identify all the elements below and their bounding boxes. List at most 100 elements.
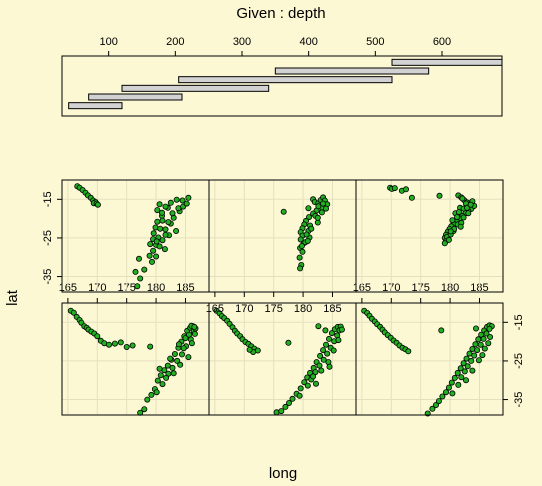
data-point [298, 242, 305, 249]
data-point [94, 333, 101, 340]
data-point [183, 200, 190, 207]
data-point [461, 368, 468, 375]
data-point [457, 223, 464, 230]
given-tick-label: 200 [166, 36, 184, 48]
data-point [472, 341, 479, 348]
data-point [169, 210, 176, 217]
data-point [159, 381, 166, 388]
data-point [324, 350, 331, 357]
data-point [179, 197, 186, 204]
data-point [432, 401, 439, 408]
data-point [180, 345, 187, 352]
data-point [161, 246, 168, 253]
data-point [164, 362, 171, 369]
data-point [402, 186, 409, 193]
data-point [147, 241, 154, 248]
data-point [454, 369, 461, 376]
data-point [70, 309, 77, 316]
data-point [459, 195, 466, 202]
data-point [438, 327, 445, 334]
data-point [144, 396, 151, 403]
data-point [451, 374, 458, 381]
data-point [435, 398, 442, 405]
data-point [285, 339, 292, 346]
x-tick-label: 165 [206, 303, 224, 315]
scatter-panel [208, 302, 357, 416]
data-point [315, 323, 322, 330]
data-point [185, 331, 192, 338]
data-point [169, 364, 176, 371]
y-tick-label: -35 [513, 392, 525, 408]
data-point [322, 341, 329, 348]
data-point [158, 209, 165, 216]
data-point [312, 380, 319, 387]
panel-background [209, 303, 356, 415]
data-point [185, 354, 192, 361]
given-interval-bar [274, 67, 430, 75]
data-point [468, 357, 475, 364]
y-tick-label: -15 [42, 191, 54, 207]
scatter-panel [355, 179, 504, 293]
data-point [246, 346, 253, 353]
data-point [165, 219, 172, 226]
data-point [285, 399, 292, 406]
data-point [460, 360, 467, 367]
given-interval-bar [121, 84, 270, 92]
data-point [111, 340, 118, 347]
data-point [303, 231, 310, 238]
data-point [175, 205, 182, 212]
data-point [441, 240, 448, 247]
data-point [299, 248, 306, 255]
data-point [316, 362, 323, 369]
data-point [442, 389, 449, 396]
scatter-panel: 165 170 175 180 185 [59, 282, 210, 416]
data-point [177, 361, 184, 368]
data-point [304, 237, 311, 244]
data-point [463, 355, 470, 362]
panel-frame [208, 179, 357, 293]
data-point [153, 389, 160, 396]
data-point [472, 325, 479, 332]
data-point [447, 228, 454, 235]
scatter-panel: -15 -25 -35 [42, 179, 210, 293]
data-point [289, 395, 296, 402]
data-point [297, 236, 304, 243]
data-point [188, 340, 195, 347]
data-point [326, 363, 333, 370]
scatter-panel: 165 170 175 180 185 [206, 179, 357, 315]
data-point [156, 365, 163, 372]
data-point [314, 214, 321, 221]
data-point [182, 335, 189, 342]
panel-frame [208, 302, 357, 416]
data-point [308, 225, 315, 232]
data-point [479, 352, 486, 359]
data-point [320, 347, 327, 354]
data-point [148, 391, 155, 398]
given-panel: 100 200 300 400 500 600 [61, 36, 503, 117]
data-point [436, 192, 443, 199]
data-point [156, 201, 163, 208]
x-tick-label: 170 [235, 303, 253, 315]
data-point [154, 218, 161, 225]
data-point [454, 214, 461, 221]
data-point [162, 203, 169, 210]
data-point [322, 205, 329, 212]
given-panel-frame [61, 55, 503, 117]
data-point [278, 408, 285, 415]
panel-background [209, 180, 356, 292]
data-point [469, 367, 476, 374]
data-point [310, 373, 317, 380]
data-point [185, 194, 192, 201]
given-tick-label: 500 [366, 36, 384, 48]
data-point [317, 352, 324, 359]
data-point [483, 330, 490, 337]
data-point [153, 238, 160, 245]
data-point [146, 252, 153, 259]
y-tick-label: -25 [42, 230, 54, 246]
data-point [455, 381, 462, 388]
given-title: Given : depth [236, 5, 325, 22]
data-point [330, 347, 337, 354]
data-point [455, 209, 462, 216]
y-tick-label: -15 [513, 314, 525, 330]
given-interval-bar [391, 58, 503, 66]
